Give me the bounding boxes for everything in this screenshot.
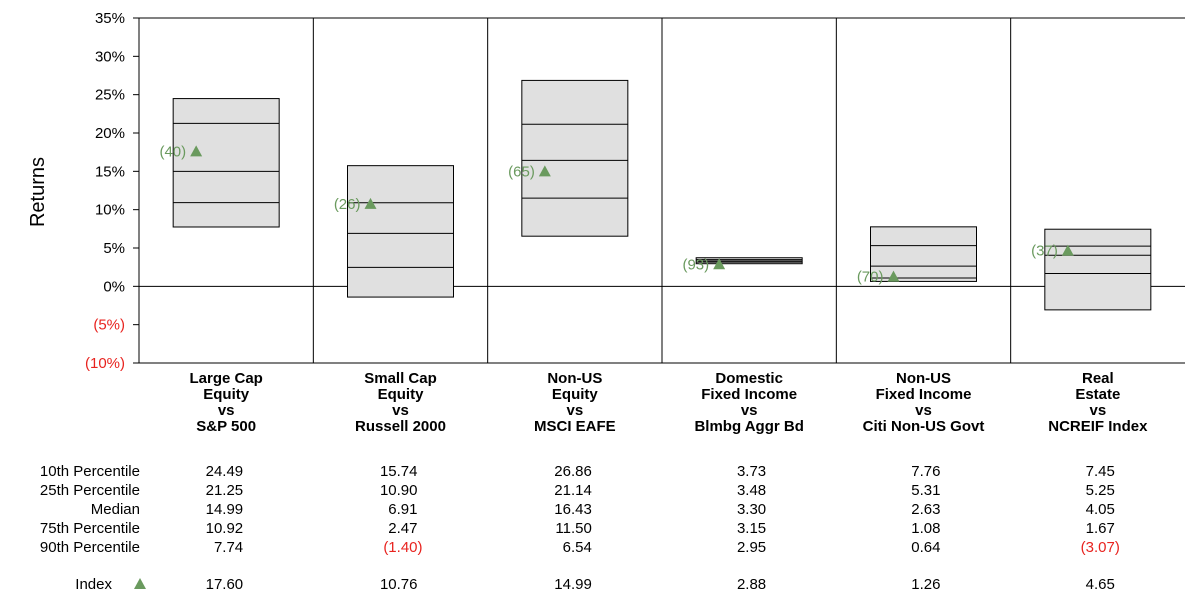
- category-label: Small Cap: [364, 370, 437, 387]
- table-cell: 21.25: [206, 482, 244, 499]
- table-cell: (3.07): [1081, 539, 1120, 556]
- category-label: Blmbg Aggr Bd: [694, 418, 803, 435]
- plot-area: (10%) (5%) 0% 5% 10% 15% 20% 25% 30% 35% (40) (26) (…: [85, 10, 1185, 372]
- table-cell: 7.45: [1086, 463, 1115, 480]
- y-axis-title: Returns: [27, 157, 49, 227]
- y-tick-label: 20%: [95, 125, 125, 142]
- table-cell: 3.73: [737, 463, 766, 480]
- category-label: vs: [1089, 402, 1106, 419]
- table-cell: 0.64: [911, 539, 940, 556]
- table-cell: 15.74: [380, 463, 418, 480]
- index-cell: 1.26: [911, 576, 940, 593]
- table-cell: 14.99: [206, 501, 244, 518]
- table-cell: 5.31: [911, 482, 940, 499]
- category-label: Equity: [378, 386, 424, 403]
- index-marker: [364, 197, 377, 209]
- index-cell: 4.65: [1086, 576, 1115, 593]
- category-label: NCREIF Index: [1048, 418, 1148, 435]
- table-cell: 2.47: [388, 520, 417, 537]
- table-cell: 21.14: [554, 482, 592, 499]
- category-label: Estate: [1075, 386, 1120, 403]
- table-cell: 2.63: [911, 501, 940, 518]
- index-rank-label: (70): [857, 269, 884, 286]
- percentile-box: [870, 226, 977, 282]
- y-tick-label: 30%: [95, 48, 125, 65]
- table-cell: 10.90: [380, 482, 418, 499]
- percentile-box: [1044, 228, 1152, 311]
- table-cell: 3.48: [737, 482, 766, 499]
- category-label: vs: [915, 402, 932, 419]
- percentile-box: [347, 165, 454, 298]
- category-label: Non-US: [547, 370, 602, 387]
- category-label: Russell 2000: [355, 418, 446, 435]
- index-cell: 2.88: [737, 576, 766, 593]
- table-row-label: 90th Percentile: [40, 539, 140, 556]
- index-marker: [887, 270, 900, 282]
- table-cell: 11.50: [555, 520, 591, 537]
- percentile-box: [521, 79, 629, 237]
- table-row-label: Median: [91, 501, 140, 518]
- y-tick-label: 15%: [95, 163, 125, 180]
- index-rank-label: (65): [508, 163, 535, 180]
- category-label: Equity: [552, 386, 598, 403]
- category-label: Citi Non-US Govt: [863, 418, 985, 435]
- table-cell: 1.67: [1086, 520, 1115, 537]
- table-cell: 5.25: [1086, 482, 1115, 499]
- index-marker: [713, 258, 726, 270]
- y-tick-label: 0%: [103, 278, 125, 295]
- category-label: Equity: [203, 386, 249, 403]
- table-cell: 10.92: [206, 520, 244, 537]
- table-cell: 1.08: [911, 520, 940, 537]
- table-row-label: 75th Percentile: [40, 520, 140, 537]
- index-cell: 14.99: [554, 576, 592, 593]
- category-label: MSCI EAFE: [534, 418, 616, 435]
- index-rank-label: (37): [1031, 243, 1058, 260]
- index-cell: 10.76: [380, 576, 418, 593]
- percentile-table: 10th Percentile 24.49 15.74 26.86 3.73 7.76 7.…: [40, 463, 1120, 593]
- table-cell: (1.40): [383, 539, 422, 556]
- index-marker: [538, 165, 551, 177]
- table-cell: 7.76: [911, 463, 940, 480]
- table-row-label: 10th Percentile: [40, 463, 140, 480]
- index-marker: [1061, 244, 1074, 256]
- y-tick-label: 35%: [95, 10, 125, 27]
- table-cell: 24.49: [206, 463, 244, 480]
- category-label: Real: [1082, 370, 1114, 387]
- table-cell: 6.91: [388, 501, 417, 518]
- index-legend-marker: [134, 578, 146, 589]
- table-cell: 26.86: [554, 463, 592, 480]
- category-label: vs: [566, 402, 583, 419]
- category-label: Fixed Income: [876, 386, 972, 403]
- category-label: Fixed Income: [701, 386, 797, 403]
- index-rank-label: (40): [159, 143, 186, 160]
- index-rank-label: (26): [334, 196, 361, 213]
- y-tick-label: 5%: [103, 240, 125, 257]
- table-cell: 3.30: [737, 501, 766, 518]
- table-cell: 3.15: [737, 520, 766, 537]
- y-tick-label: 10%: [95, 202, 125, 219]
- table-cell: 16.43: [554, 501, 592, 518]
- category-label: vs: [218, 402, 235, 419]
- table-row-label: 25th Percentile: [40, 482, 140, 499]
- y-tick-label: (5%): [93, 317, 125, 334]
- table-cell: 4.05: [1086, 501, 1115, 518]
- table-cell: 6.54: [563, 539, 592, 556]
- index-cell: 17.60: [206, 576, 244, 593]
- percentile-box: [172, 98, 280, 228]
- table-cell: 2.95: [737, 539, 766, 556]
- category-label: S&P 500: [196, 418, 256, 435]
- y-tick-label: (10%): [85, 355, 125, 372]
- table-cell: 7.74: [214, 539, 243, 556]
- index-rank-label: (93): [682, 256, 709, 273]
- category-label: vs: [741, 402, 758, 419]
- y-tick-label: 25%: [95, 87, 125, 104]
- index-row-label: Index: [75, 576, 112, 593]
- category-label: Domestic: [715, 370, 783, 387]
- category-label: Large Cap: [189, 370, 262, 387]
- index-marker: [190, 145, 203, 157]
- category-label: vs: [392, 402, 409, 419]
- category-label: Non-US: [896, 370, 951, 387]
